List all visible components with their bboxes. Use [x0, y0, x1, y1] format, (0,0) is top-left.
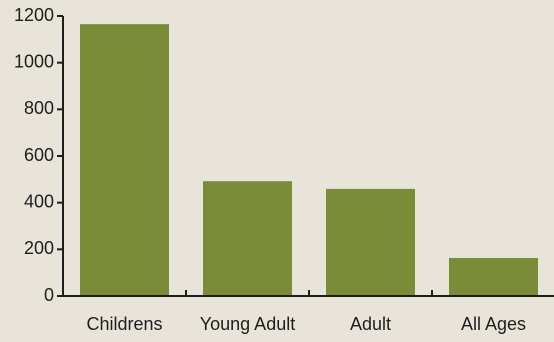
x-ticks: Childrens Young Adult Adult All Ages — [86, 290, 526, 334]
x-tick-label: Young Adult — [200, 314, 295, 334]
x-tick-label: All Ages — [461, 314, 526, 334]
y-tick-label: 400 — [24, 191, 54, 211]
x-tick-label: Adult — [350, 314, 391, 334]
x-tick-label: Childrens — [86, 314, 162, 334]
bar-all-ages — [449, 257, 538, 296]
bars — [80, 24, 538, 297]
bar-childrens — [80, 24, 169, 297]
y-ticks: 0 200 400 600 800 1000 1200 — [14, 5, 63, 305]
y-tick-label: 1200 — [14, 5, 54, 25]
y-tick-label: 1000 — [14, 51, 54, 71]
y-tick-label: 0 — [44, 285, 54, 305]
y-tick-label: 200 — [24, 238, 54, 258]
y-tick-label: 800 — [24, 98, 54, 118]
bar-young-adult — [203, 181, 292, 296]
bar-adult — [326, 188, 415, 296]
y-tick-label: 600 — [24, 145, 54, 165]
